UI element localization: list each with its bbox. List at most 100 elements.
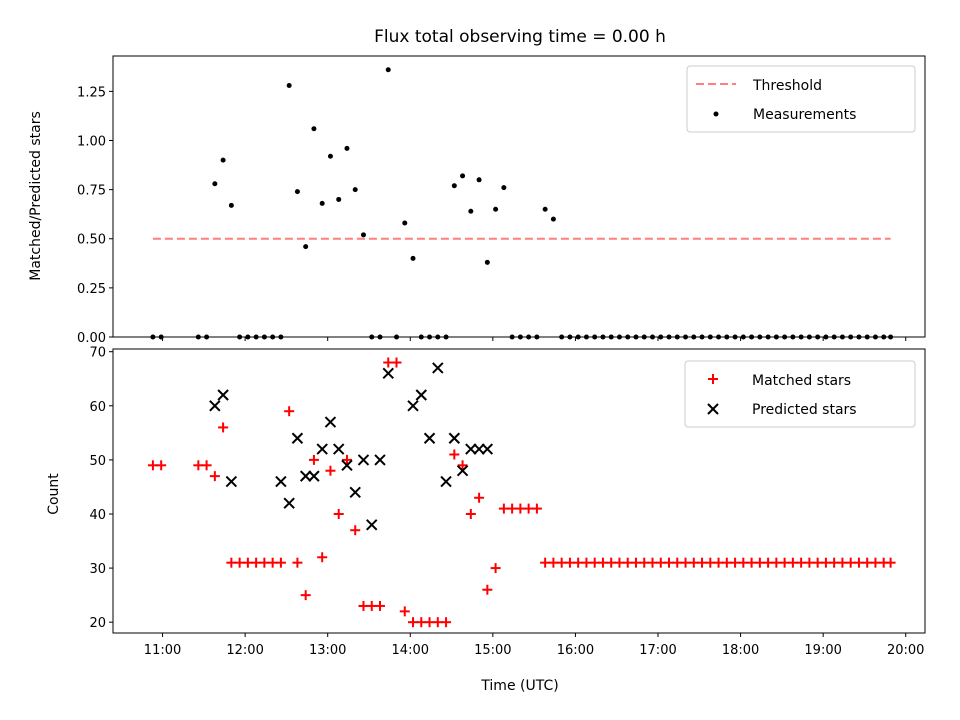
x-tick-label: 19:00 bbox=[804, 643, 841, 658]
matched-star-point bbox=[441, 617, 452, 628]
matched-star-point bbox=[308, 454, 319, 465]
matched-star-point bbox=[341, 454, 352, 465]
predicted-star-point bbox=[456, 465, 469, 477]
top-y-tick-label: 0.00 bbox=[77, 331, 106, 346]
predicted-star-point bbox=[407, 400, 419, 412]
predicted-star-point bbox=[382, 367, 394, 380]
matched-star-point bbox=[209, 471, 220, 482]
bottom-y-tick-label: 70 bbox=[89, 346, 106, 361]
matched-star-point bbox=[531, 503, 542, 514]
legend-measurements-swatch bbox=[713, 111, 719, 117]
predicted-star-point bbox=[308, 470, 320, 482]
predicted-star-point bbox=[333, 443, 345, 455]
top-legend-box bbox=[686, 65, 916, 133]
predicted-star-point bbox=[283, 497, 295, 509]
predicted-star-point bbox=[349, 486, 361, 499]
predicted-star-point bbox=[432, 362, 444, 374]
predicted-star-point bbox=[465, 443, 477, 455]
x-tick-label: 18:00 bbox=[722, 643, 759, 658]
legend-matched-swatch bbox=[708, 374, 718, 384]
measurement-point bbox=[336, 196, 342, 202]
measurement-point bbox=[286, 82, 292, 88]
top-axes-frame bbox=[112, 55, 926, 338]
matched-star-point bbox=[474, 492, 485, 503]
measurement-point bbox=[542, 206, 548, 212]
measurement-point bbox=[319, 200, 325, 206]
matched-star-point bbox=[374, 600, 385, 611]
bottom-y-tick-label: 30 bbox=[89, 562, 106, 577]
x-tick-label: 14:00 bbox=[392, 643, 429, 658]
matched-star-point bbox=[300, 590, 311, 601]
measurement-point bbox=[344, 145, 350, 151]
bottom-legend-box bbox=[684, 360, 916, 428]
matched-star-point bbox=[350, 525, 361, 536]
matched-star-point bbox=[201, 460, 212, 471]
legend-matched-label: Matched stars bbox=[752, 373, 851, 389]
top-y-tick-label: 1.25 bbox=[77, 85, 106, 100]
measurement-point bbox=[294, 189, 300, 195]
measurement-point bbox=[493, 206, 499, 212]
predicted-star-point bbox=[440, 475, 452, 488]
x-tick-label: 12:00 bbox=[226, 643, 263, 658]
predicted-star-point bbox=[448, 432, 461, 444]
bottom-legend: Matched stars Predicted stars bbox=[684, 360, 916, 428]
matched-star-point bbox=[465, 508, 476, 519]
top-y-tick-label: 0.75 bbox=[77, 184, 106, 199]
measurement-point bbox=[460, 173, 466, 179]
top-y-tick-label: 1.00 bbox=[77, 134, 106, 149]
x-tick-label: 20:00 bbox=[887, 643, 924, 658]
bottom-y-tick-label: 60 bbox=[89, 400, 106, 415]
predicted-star-point bbox=[341, 459, 353, 472]
top-y-tick-label: 0.50 bbox=[77, 233, 106, 248]
predicted-star-point bbox=[415, 389, 427, 401]
measurement-point bbox=[228, 202, 234, 208]
x-tick-label: 16:00 bbox=[557, 643, 594, 658]
top-y-tick-label: 0.25 bbox=[77, 282, 106, 297]
predicted-star-point bbox=[209, 400, 221, 412]
matched-star-point bbox=[275, 557, 286, 568]
chart-title: Flux total observing time = 0.00 h bbox=[374, 27, 666, 47]
matched-star-point bbox=[449, 449, 460, 460]
measurement-point bbox=[220, 157, 226, 163]
predicted-star-point bbox=[481, 443, 494, 455]
matched-star-point bbox=[457, 460, 468, 471]
predicted-star-point bbox=[225, 475, 238, 488]
predicted-star-point bbox=[357, 454, 370, 466]
predicted-star-point bbox=[374, 454, 386, 466]
top-y-axis-label: Matched/Predicted stars bbox=[28, 111, 44, 281]
measurement-point bbox=[311, 126, 317, 132]
measurement-point bbox=[402, 220, 408, 226]
predicted-star-point bbox=[299, 470, 312, 482]
measurement-point bbox=[451, 183, 457, 189]
measurement-point bbox=[303, 244, 309, 250]
predicted-star-point bbox=[324, 416, 337, 428]
top-legend: Threshold Measurements bbox=[686, 65, 916, 133]
predicted-star-point bbox=[217, 389, 229, 401]
matched-star-point bbox=[325, 465, 336, 476]
x-tick-label: 17:00 bbox=[639, 643, 676, 658]
measurement-point bbox=[385, 67, 391, 73]
top-panel: Flux total observing time = 0.00 h Match… bbox=[28, 27, 926, 346]
matched-star-point bbox=[391, 357, 402, 368]
matched-star-point bbox=[482, 584, 493, 595]
matched-star-point bbox=[490, 563, 501, 574]
measurement-point bbox=[352, 187, 358, 193]
bottom-y-tick-label: 20 bbox=[89, 616, 106, 631]
matched-star-point bbox=[333, 508, 344, 519]
measurement-point bbox=[212, 181, 218, 187]
measurement-point bbox=[550, 216, 556, 222]
predicted-star-point bbox=[291, 432, 304, 444]
x-tick-label: 11:00 bbox=[144, 643, 181, 658]
measurement-point bbox=[410, 255, 416, 261]
measurement-point bbox=[360, 232, 366, 238]
x-axis-label: Time (UTC) bbox=[480, 678, 558, 694]
legend-threshold-label: Threshold bbox=[752, 78, 822, 94]
legend-predicted-label: Predicted stars bbox=[752, 402, 857, 418]
predicted-star-point bbox=[423, 432, 436, 444]
matched-star-point bbox=[317, 552, 328, 563]
bottom-y-tick-label: 40 bbox=[89, 508, 106, 523]
bottom-panel: Count Time (UTC) 20 30 40 50 60 70 11:00 12:00 1… bbox=[46, 346, 926, 694]
matched-star-point bbox=[156, 460, 167, 471]
x-tick-label: 15:00 bbox=[474, 643, 511, 658]
